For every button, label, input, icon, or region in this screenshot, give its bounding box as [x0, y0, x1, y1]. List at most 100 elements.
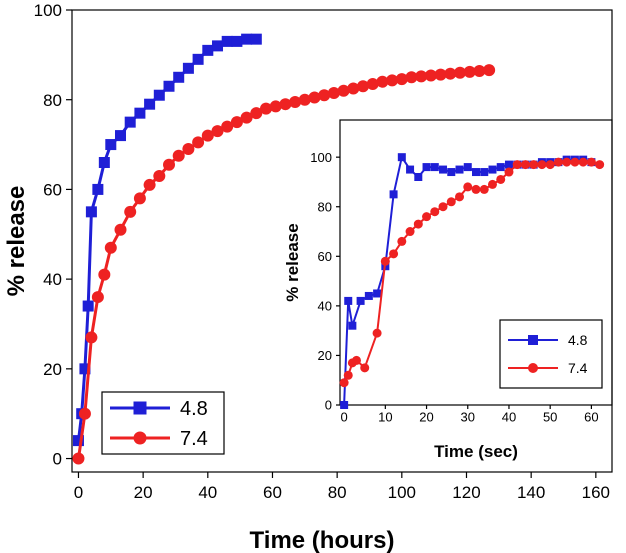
inset-point-7-4	[430, 207, 440, 217]
inset-y-tick-label: 60	[318, 249, 332, 264]
main-point-7-4	[318, 89, 331, 102]
inset-point-7-4	[446, 197, 456, 207]
main-point-7-4	[221, 120, 234, 133]
main-x-tick-label: 100	[388, 483, 416, 502]
main-legend-label-7-4: 7.4	[180, 428, 208, 450]
main-legend-label-4-8: 4.8	[180, 398, 208, 420]
main-point-7-4	[327, 86, 340, 99]
main-point-4-8	[79, 363, 91, 375]
main-legend-marker-7-4	[133, 431, 147, 445]
inset-point-7-4	[570, 157, 580, 167]
inset-point-7-4	[595, 160, 605, 170]
inset-data-layer	[339, 153, 605, 409]
main-series-line-4-8	[77, 37, 257, 441]
inset-point-7-4	[586, 157, 596, 167]
main-point-7-4	[91, 291, 104, 304]
main-point-7-4	[289, 95, 302, 108]
inset-x-tick-label: 50	[543, 410, 557, 425]
inset-legend-marker-7-4	[528, 363, 538, 373]
inset-point-7-4	[380, 256, 390, 266]
main-legend: 4.87.4	[101, 391, 225, 455]
inset-point-7-4	[578, 157, 588, 167]
main-x-tick-label: 0	[74, 483, 83, 502]
main-y-tick-label: 60	[43, 181, 62, 200]
inset-point-4-8	[364, 291, 373, 300]
main-point-4-8	[231, 35, 243, 47]
inset-point-7-4	[372, 328, 382, 338]
inset-point-7-4	[339, 378, 349, 388]
inset-x-axis-title: Time (sec)	[434, 442, 518, 461]
main-point-7-4	[298, 93, 311, 106]
main-point-7-4	[114, 223, 127, 236]
main-point-4-8	[98, 157, 110, 169]
inset-point-7-4	[343, 370, 353, 380]
inset-y-tick-label: 40	[318, 299, 332, 314]
main-point-7-4	[473, 65, 486, 78]
main-point-4-8	[192, 53, 204, 65]
main-point-4-8	[202, 44, 214, 56]
main-point-7-4	[308, 91, 321, 104]
inset-point-4-8	[463, 163, 472, 172]
main-y-tick-label: 0	[53, 450, 62, 469]
main-point-7-4	[444, 67, 457, 80]
inset-point-4-8	[406, 165, 415, 174]
main-point-7-4	[463, 65, 476, 78]
main-point-7-4	[78, 407, 91, 420]
inset-point-4-8	[496, 163, 505, 172]
inset-point-7-4	[520, 160, 530, 170]
inset-point-7-4	[413, 219, 423, 229]
main-point-7-4	[366, 78, 379, 91]
main-point-7-4	[182, 143, 195, 156]
inset-point-7-4	[496, 174, 506, 184]
inset-x-tick-label: 30	[461, 410, 475, 425]
main-point-4-8	[85, 206, 97, 218]
inset-point-4-8	[373, 289, 382, 298]
inset-point-4-8	[488, 165, 497, 174]
inset-point-4-8	[504, 160, 513, 169]
inset-point-4-8	[389, 190, 398, 199]
inset-legend-label-7-4: 7.4	[568, 360, 588, 376]
inset-point-7-4	[438, 202, 448, 212]
main-point-4-8	[82, 300, 94, 312]
main-point-7-4	[192, 136, 205, 149]
inset-point-4-8	[472, 168, 480, 177]
main-data-layer	[72, 33, 496, 465]
inset-point-4-8	[356, 296, 365, 305]
main-point-7-4	[434, 68, 447, 81]
main-point-7-4	[172, 149, 185, 162]
main-point-7-4	[269, 100, 282, 113]
main-point-7-4	[124, 205, 137, 218]
main-point-7-4	[405, 71, 418, 84]
inset-point-7-4	[545, 160, 555, 170]
inset-x-tick-label: 20	[419, 410, 433, 425]
main-x-tick-label: 160	[582, 483, 610, 502]
main-x-tick-label: 120	[452, 483, 480, 502]
inset-legend-box	[499, 319, 603, 389]
inset-y-tick-label: 100	[310, 150, 332, 165]
inset-legend-marker-4-8	[528, 335, 538, 345]
inset-plot-frame	[339, 119, 613, 406]
inset-point-4-8	[447, 168, 456, 177]
inset-point-7-4	[562, 157, 572, 167]
main-legend-box	[101, 391, 225, 455]
main-x-tick-label: 20	[134, 483, 153, 502]
main-point-7-4	[104, 241, 117, 254]
inset-legend: 4.8 7.4	[499, 319, 603, 389]
main-point-7-4	[415, 70, 428, 83]
inset-point-4-8	[422, 163, 431, 172]
inset-point-7-4	[479, 184, 489, 194]
inset-point-4-8	[480, 168, 489, 177]
main-point-4-8	[163, 80, 175, 92]
inset-point-7-4	[512, 160, 522, 170]
inset-point-7-4	[487, 179, 497, 189]
inset-point-4-8	[344, 296, 353, 305]
inset-point-7-4	[405, 227, 415, 237]
main-point-7-4	[260, 102, 273, 115]
main-point-7-4	[143, 178, 156, 191]
main-point-7-4	[240, 111, 253, 124]
inset-point-4-8	[439, 165, 448, 174]
inset-point-7-4	[529, 160, 539, 170]
